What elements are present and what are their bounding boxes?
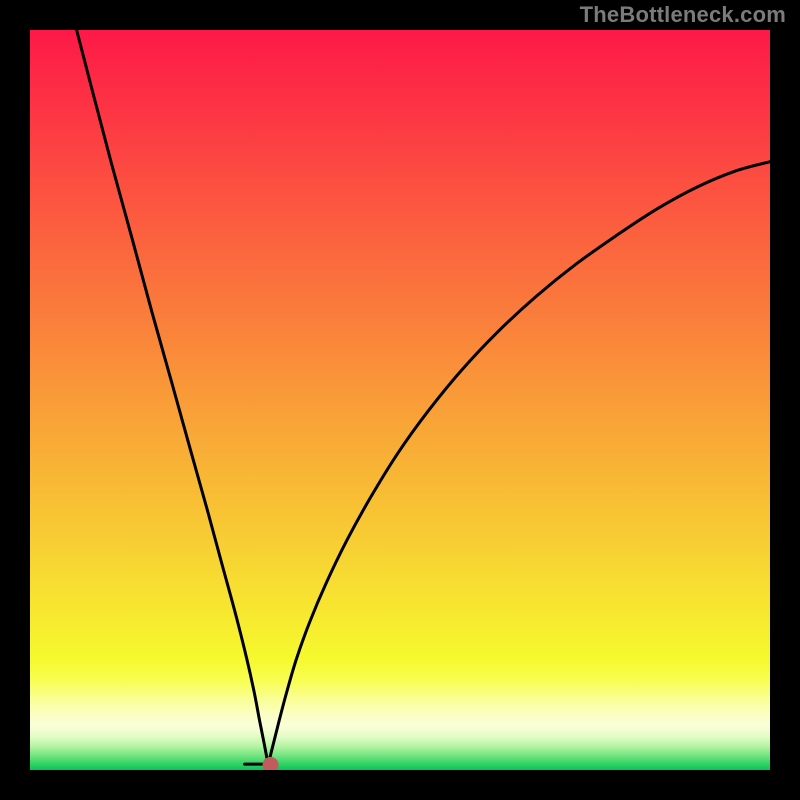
gradient-background [30, 30, 770, 770]
watermark-text: TheBottleneck.com [580, 2, 786, 28]
chart-frame: TheBottleneck.com [0, 0, 800, 800]
bottleneck-chart [30, 30, 770, 770]
